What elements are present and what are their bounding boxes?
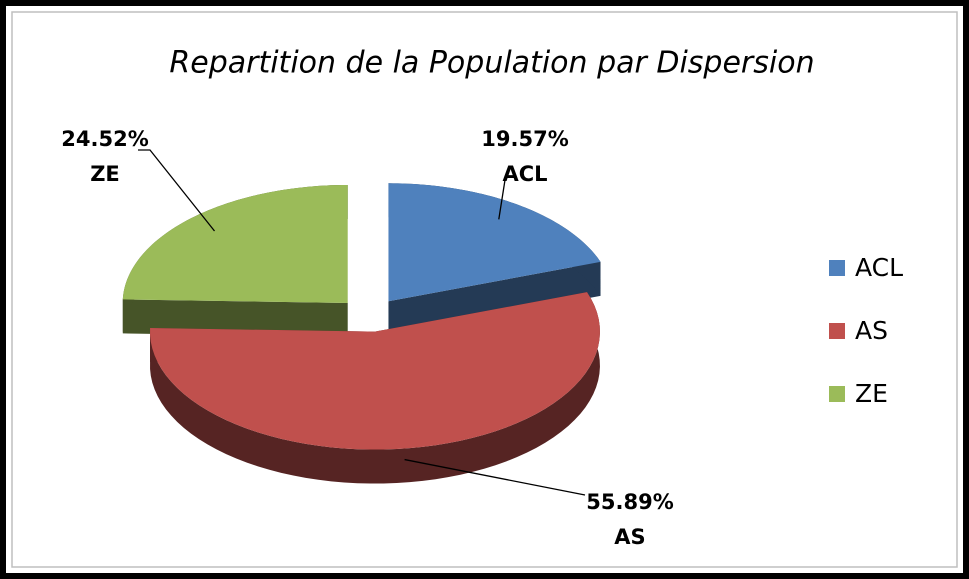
legend-label: ACL (855, 253, 903, 282)
data-label-category: ZE (90, 162, 120, 186)
slice (150, 292, 600, 484)
legend-swatch (829, 260, 845, 276)
slice (122, 184, 348, 337)
slice-side (388, 261, 601, 336)
data-label: 19.57% (481, 127, 568, 151)
legend-label: AS (855, 316, 888, 345)
slice-side (150, 292, 600, 484)
data-label: 24.52% (61, 127, 148, 151)
chart-title: Repartition de la Population par Dispers… (169, 46, 814, 81)
data-label: 55.89% (586, 490, 673, 514)
plot-border (11, 11, 958, 568)
leader-line (138, 149, 216, 232)
slice (388, 183, 601, 302)
data-label-category: ACL (502, 162, 547, 186)
slice-side (122, 299, 348, 337)
leader-line (498, 179, 506, 220)
slice (122, 184, 348, 303)
slice (150, 292, 600, 450)
legend-swatch (829, 323, 845, 339)
slice (388, 183, 601, 336)
legend-swatch (829, 386, 845, 402)
leader-line (404, 458, 586, 496)
legend-label: ZE (855, 379, 888, 408)
data-label-category: AS (614, 525, 645, 549)
